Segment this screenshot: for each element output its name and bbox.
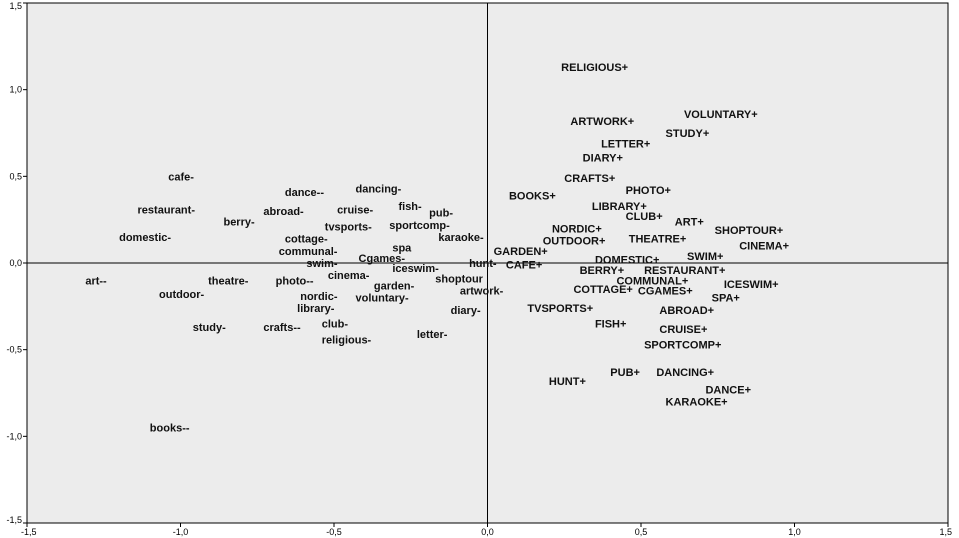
point-label: KARAOKE+ <box>666 397 728 409</box>
point-label: cinema- <box>328 270 370 282</box>
point-label: cottage- <box>285 234 328 246</box>
point-label: DANCING+ <box>656 367 714 379</box>
point-label: BOOKS+ <box>509 190 556 202</box>
point-label: pub- <box>429 208 453 220</box>
point-label: FISH+ <box>595 319 626 331</box>
point-label: diary- <box>451 305 481 317</box>
point-label: OUTDOOR+ <box>543 235 606 247</box>
point-label: PHOTO+ <box>626 185 671 197</box>
point-label: dance-- <box>285 187 324 199</box>
point-label: COMMUNAL+ <box>616 275 688 287</box>
point-label: books-- <box>150 423 190 435</box>
axis-ticks: -1,5 -1,0 -0,5 0,0 0,5 1,0 1,5 1,5 1,0 0,5 0,0 -0,5… <box>6 1 952 537</box>
point-label: dancing- <box>355 183 401 195</box>
x-tick-label: 0,0 <box>481 527 494 537</box>
x-tick-label: 1,5 <box>939 527 952 537</box>
point-label: berry- <box>223 216 255 228</box>
point-label: restaurant- <box>138 204 196 216</box>
point-label: VOLUNTARY+ <box>684 109 758 121</box>
point-label: TVSPORTS+ <box>527 303 593 315</box>
point-label: ICESWIM+ <box>724 279 779 291</box>
y-tick-label: -1,0 <box>6 431 22 441</box>
point-label: abroad- <box>263 206 304 218</box>
point-label: Cgames- <box>359 253 406 265</box>
point-label: DOMESTIC+ <box>595 255 659 267</box>
point-label: NORDIC+ <box>552 223 602 235</box>
point-label: hunt- <box>469 258 497 270</box>
point-label: CGAMES+ <box>638 286 693 298</box>
y-tick-label: -1,5 <box>6 515 22 525</box>
point-label: iceswim- <box>392 263 439 275</box>
point-labels: RELIGIOUS+ VOLUNTARY+ ARTWORK+ STUDY+ LETTER… <box>85 62 789 435</box>
x-tick-label: 1,0 <box>788 527 801 537</box>
x-tick-label: -0,5 <box>326 527 342 537</box>
point-label: club- <box>322 319 349 331</box>
point-label: CRUISE+ <box>659 324 707 336</box>
point-label: library- <box>297 303 335 315</box>
y-tick-label: 0,0 <box>9 258 22 268</box>
point-label: ART+ <box>675 216 704 228</box>
point-label: SPA+ <box>712 293 740 305</box>
y-tick-label: -0,5 <box>6 345 22 355</box>
point-label: tvsports- <box>325 222 372 234</box>
point-label: art-- <box>85 275 107 287</box>
point-label: photo-- <box>276 275 314 287</box>
point-label: artwork- <box>460 286 504 298</box>
point-label: fish- <box>398 201 422 213</box>
point-label: voluntary- <box>355 293 409 305</box>
point-label: CINEMA+ <box>739 241 789 253</box>
point-label: letter- <box>417 329 448 341</box>
point-label: CRAFTS+ <box>564 173 615 185</box>
y-tick-label: 1,0 <box>9 85 22 95</box>
point-label: COTTAGE+ <box>573 284 632 296</box>
point-label: ABROAD+ <box>659 305 714 317</box>
reference-lines <box>27 3 948 523</box>
point-label: theatre- <box>208 275 249 287</box>
point-label: spa <box>392 242 412 254</box>
point-label: RELIGIOUS+ <box>561 62 628 74</box>
point-label: BERRY+ <box>580 265 625 277</box>
x-tick-label: 0,5 <box>635 527 648 537</box>
x-tick-label: -1,0 <box>173 527 189 537</box>
point-label: DANCE+ <box>705 385 751 397</box>
point-label: cruise- <box>337 204 373 216</box>
point-label: LIBRARY+ <box>592 201 647 213</box>
point-label: study- <box>193 322 226 334</box>
point-label: RESTAURANT+ <box>644 265 725 277</box>
point-label: garden- <box>374 281 415 293</box>
point-label: HUNT+ <box>549 376 586 388</box>
point-label: CLUB+ <box>626 211 663 223</box>
point-label: SWIM+ <box>687 251 723 263</box>
point-label: ARTWORK+ <box>570 116 634 128</box>
point-label: sportcomp- <box>389 220 450 232</box>
point-label: cafe- <box>168 171 194 183</box>
point-label: karaoke- <box>438 232 484 244</box>
point-label: SHOPTOUR+ <box>715 225 784 237</box>
point-label: domestic- <box>119 232 171 244</box>
point-label: PUB+ <box>610 367 640 379</box>
point-label: DIARY+ <box>583 152 623 164</box>
point-label: outdoor- <box>159 289 205 301</box>
point-label: CAFE+ <box>506 260 542 272</box>
point-label: shoptour <box>435 274 483 286</box>
point-label: crafts-- <box>263 322 301 334</box>
point-label: swim- <box>306 258 338 270</box>
point-label: communal- <box>279 246 338 258</box>
point-label: religious- <box>322 334 372 346</box>
point-label: STUDY+ <box>666 128 710 140</box>
point-label: GARDEN+ <box>494 246 548 258</box>
y-tick-label: 0,5 <box>9 171 22 181</box>
point-label: SPORTCOMP+ <box>644 339 721 351</box>
y-tick-label: 1,5 <box>9 1 22 11</box>
x-tick-label: -1,5 <box>21 527 37 537</box>
point-label: nordic- <box>300 291 338 303</box>
point-label: THEATRE+ <box>629 234 687 246</box>
point-label: LETTER+ <box>601 138 650 150</box>
